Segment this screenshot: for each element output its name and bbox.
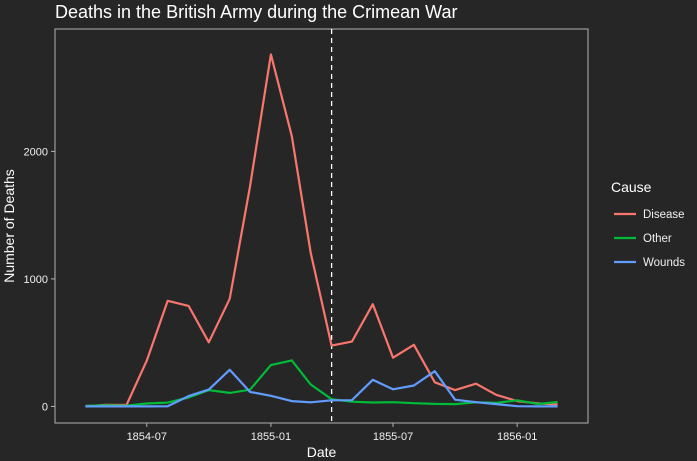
x-axis-title: Date — [307, 444, 337, 460]
y-tick-label: 1000 — [24, 274, 48, 286]
series-line-wounds — [85, 368, 558, 408]
legend-label-wounds: Wounds — [643, 257, 685, 269]
chart-title: Deaths in the British Army during the Cr… — [55, 2, 458, 22]
x-tick-label: 1856-01 — [497, 431, 537, 443]
legend-label-disease: Disease — [643, 209, 685, 221]
legend-title: Cause — [611, 179, 652, 195]
y-tick-label: 2000 — [24, 146, 48, 158]
x-axis: 1854-07 1855-01 1855-07 1856-01 — [127, 423, 537, 443]
series-line-disease — [85, 53, 558, 408]
x-tick-label: 1854-07 — [127, 431, 167, 443]
y-axis-title: Number of Deaths — [1, 169, 17, 283]
x-tick-label: 1855-01 — [251, 431, 291, 443]
x-tick-label: 1855-07 — [373, 431, 413, 443]
plot-panel — [54, 28, 589, 424]
series-layer — [85, 53, 558, 408]
legend: Cause Disease Other Wounds — [611, 179, 685, 269]
y-tick-label: 0 — [42, 401, 48, 413]
y-axis: 0 1000 2000 — [24, 146, 55, 413]
legend-label-other: Other — [643, 233, 672, 245]
